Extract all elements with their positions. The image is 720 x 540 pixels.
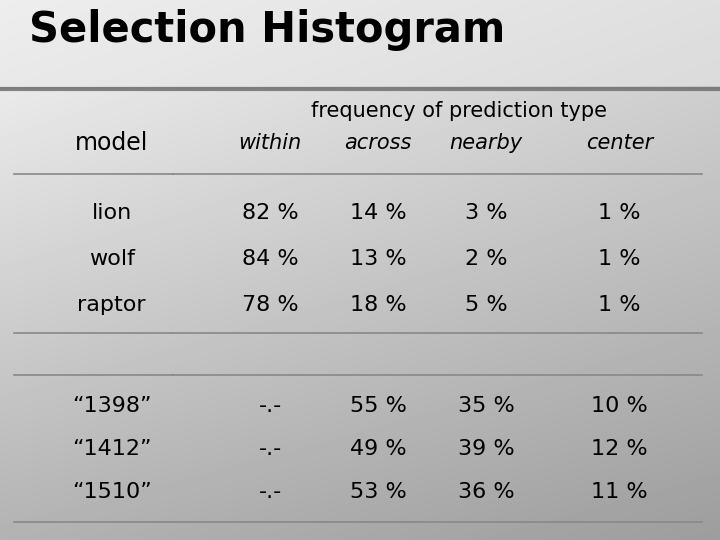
Text: “1398”: “1398”: [72, 396, 151, 416]
Text: “1412”: “1412”: [72, 439, 151, 460]
Text: frequency of prediction type: frequency of prediction type: [311, 100, 607, 121]
Text: 14 %: 14 %: [350, 203, 406, 224]
Text: 12 %: 12 %: [591, 439, 647, 460]
Text: 2 %: 2 %: [464, 249, 508, 269]
Text: -.-: -.-: [258, 439, 282, 460]
Text: nearby: nearby: [449, 133, 523, 153]
Text: wolf: wolf: [89, 249, 135, 269]
Text: 36 %: 36 %: [458, 482, 514, 503]
Text: center: center: [585, 133, 653, 153]
Text: 11 %: 11 %: [591, 482, 647, 503]
Text: 49 %: 49 %: [350, 439, 406, 460]
Text: 13 %: 13 %: [350, 249, 406, 269]
Bar: [0, 0, 720, 86]
Text: 35 %: 35 %: [458, 396, 514, 416]
Text: 10 %: 10 %: [591, 396, 647, 416]
Text: 39 %: 39 %: [458, 439, 514, 460]
Text: 1 %: 1 %: [598, 203, 641, 224]
Text: model: model: [75, 131, 148, 155]
Text: raptor: raptor: [77, 295, 146, 315]
Text: 5 %: 5 %: [464, 295, 508, 315]
Text: across: across: [344, 133, 412, 153]
Text: within: within: [238, 133, 302, 153]
Text: “1510”: “1510”: [72, 482, 151, 503]
Text: 18 %: 18 %: [350, 295, 406, 315]
Text: 53 %: 53 %: [350, 482, 406, 503]
Text: -.-: -.-: [258, 482, 282, 503]
Text: 55 %: 55 %: [350, 396, 406, 416]
Text: 78 %: 78 %: [242, 295, 298, 315]
Text: 82 %: 82 %: [242, 203, 298, 224]
Text: 1 %: 1 %: [598, 249, 641, 269]
Text: lion: lion: [91, 203, 132, 224]
Text: 1 %: 1 %: [598, 295, 641, 315]
Text: 84 %: 84 %: [242, 249, 298, 269]
Text: -.-: -.-: [258, 396, 282, 416]
Text: 3 %: 3 %: [464, 203, 508, 224]
Text: Selection Histogram: Selection Histogram: [29, 9, 505, 51]
